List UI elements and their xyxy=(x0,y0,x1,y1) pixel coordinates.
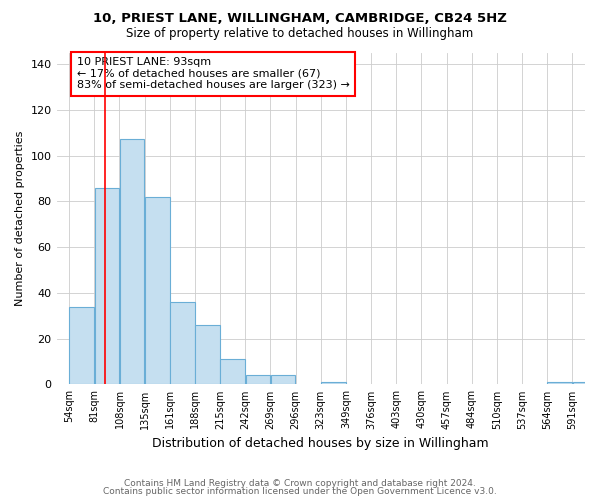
Text: Contains public sector information licensed under the Open Government Licence v3: Contains public sector information licen… xyxy=(103,487,497,496)
X-axis label: Distribution of detached houses by size in Willingham: Distribution of detached houses by size … xyxy=(152,437,489,450)
Bar xyxy=(70,306,94,384)
Bar xyxy=(572,382,598,384)
Y-axis label: Number of detached properties: Number of detached properties xyxy=(15,131,25,306)
Text: 10 PRIEST LANE: 93sqm
← 17% of detached houses are smaller (67)
83% of semi-deta: 10 PRIEST LANE: 93sqm ← 17% of detached … xyxy=(77,57,350,90)
Bar xyxy=(245,376,270,384)
Bar xyxy=(119,140,145,384)
Bar xyxy=(95,188,119,384)
Text: Contains HM Land Registry data © Crown copyright and database right 2024.: Contains HM Land Registry data © Crown c… xyxy=(124,478,476,488)
Bar xyxy=(321,382,346,384)
Bar xyxy=(271,376,295,384)
Bar xyxy=(145,196,170,384)
Bar xyxy=(170,302,195,384)
Text: 10, PRIEST LANE, WILLINGHAM, CAMBRIDGE, CB24 5HZ: 10, PRIEST LANE, WILLINGHAM, CAMBRIDGE, … xyxy=(93,12,507,26)
Bar xyxy=(220,359,245,384)
Bar xyxy=(547,382,572,384)
Bar xyxy=(195,325,220,384)
Text: Size of property relative to detached houses in Willingham: Size of property relative to detached ho… xyxy=(127,28,473,40)
